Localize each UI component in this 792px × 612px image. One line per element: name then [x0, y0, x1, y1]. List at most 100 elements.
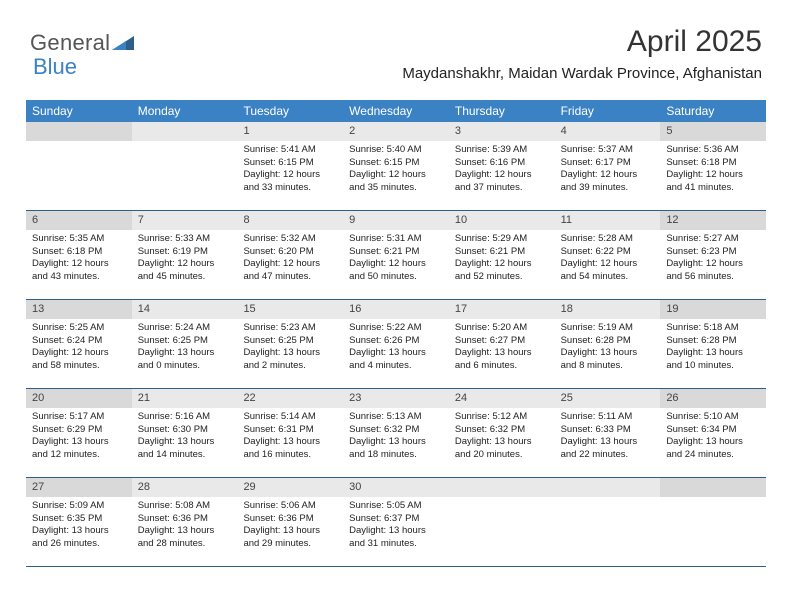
- day-number: 18: [555, 300, 661, 319]
- cell-body: Sunrise: 5:18 AMSunset: 6:28 PMDaylight:…: [660, 319, 766, 379]
- day-number: 24: [449, 389, 555, 408]
- cell-body: Sunrise: 5:40 AMSunset: 6:15 PMDaylight:…: [343, 141, 449, 201]
- day-header: Monday: [132, 100, 238, 122]
- daylight-text-1: Daylight: 12 hours: [32, 347, 126, 360]
- calendar-cell: 15Sunrise: 5:23 AMSunset: 6:25 PMDayligh…: [237, 300, 343, 388]
- sunrise-text: Sunrise: 5:22 AM: [349, 322, 443, 335]
- calendar-cell: 2Sunrise: 5:40 AMSunset: 6:15 PMDaylight…: [343, 122, 449, 210]
- calendar-cell: 22Sunrise: 5:14 AMSunset: 6:31 PMDayligh…: [237, 389, 343, 477]
- calendar-cell: 4Sunrise: 5:37 AMSunset: 6:17 PMDaylight…: [555, 122, 661, 210]
- sunset-text: Sunset: 6:18 PM: [32, 246, 126, 259]
- sunset-text: Sunset: 6:37 PM: [349, 513, 443, 526]
- daylight-text-1: Daylight: 13 hours: [138, 436, 232, 449]
- daylight-text-2: and 50 minutes.: [349, 271, 443, 284]
- sunset-text: Sunset: 6:29 PM: [32, 424, 126, 437]
- calendar-cell: 3Sunrise: 5:39 AMSunset: 6:16 PMDaylight…: [449, 122, 555, 210]
- sunrise-text: Sunrise: 5:31 AM: [349, 233, 443, 246]
- daylight-text-2: and 20 minutes.: [455, 449, 549, 462]
- page-title: April 2025: [402, 25, 762, 59]
- day-number: 17: [449, 300, 555, 319]
- daylight-text-1: Daylight: 13 hours: [349, 347, 443, 360]
- week-row: 27Sunrise: 5:09 AMSunset: 6:35 PMDayligh…: [26, 478, 766, 567]
- calendar-cell: 5Sunrise: 5:36 AMSunset: 6:18 PMDaylight…: [660, 122, 766, 210]
- day-number-empty: [660, 478, 766, 497]
- cell-body: Sunrise: 5:06 AMSunset: 6:36 PMDaylight:…: [237, 497, 343, 557]
- sunrise-text: Sunrise: 5:17 AM: [32, 411, 126, 424]
- daylight-text-1: Daylight: 13 hours: [666, 347, 760, 360]
- sunset-text: Sunset: 6:25 PM: [138, 335, 232, 348]
- calendar-cell: 27Sunrise: 5:09 AMSunset: 6:35 PMDayligh…: [26, 478, 132, 566]
- sunset-text: Sunset: 6:32 PM: [455, 424, 549, 437]
- day-number-empty: [26, 122, 132, 141]
- daylight-text-2: and 54 minutes.: [561, 271, 655, 284]
- week-row: 1Sunrise: 5:41 AMSunset: 6:15 PMDaylight…: [26, 122, 766, 211]
- sunset-text: Sunset: 6:21 PM: [349, 246, 443, 259]
- sunrise-text: Sunrise: 5:09 AM: [32, 500, 126, 513]
- day-number: 1: [237, 122, 343, 141]
- sunrise-text: Sunrise: 5:24 AM: [138, 322, 232, 335]
- calendar-cell: 11Sunrise: 5:28 AMSunset: 6:22 PMDayligh…: [555, 211, 661, 299]
- sunrise-text: Sunrise: 5:35 AM: [32, 233, 126, 246]
- cell-body: Sunrise: 5:20 AMSunset: 6:27 PMDaylight:…: [449, 319, 555, 379]
- daylight-text-1: Daylight: 13 hours: [32, 525, 126, 538]
- daylight-text-2: and 4 minutes.: [349, 360, 443, 373]
- daylight-text-2: and 24 minutes.: [666, 449, 760, 462]
- cell-body: Sunrise: 5:16 AMSunset: 6:30 PMDaylight:…: [132, 408, 238, 468]
- cell-body: Sunrise: 5:14 AMSunset: 6:31 PMDaylight:…: [237, 408, 343, 468]
- day-number: 5: [660, 122, 766, 141]
- cell-body: Sunrise: 5:41 AMSunset: 6:15 PMDaylight:…: [237, 141, 343, 201]
- day-number: 3: [449, 122, 555, 141]
- cell-body: Sunrise: 5:19 AMSunset: 6:28 PMDaylight:…: [555, 319, 661, 379]
- day-header: Friday: [555, 100, 661, 122]
- daylight-text-1: Daylight: 13 hours: [455, 436, 549, 449]
- daylight-text-2: and 6 minutes.: [455, 360, 549, 373]
- sunset-text: Sunset: 6:36 PM: [243, 513, 337, 526]
- sunrise-text: Sunrise: 5:25 AM: [32, 322, 126, 335]
- sunrise-text: Sunrise: 5:11 AM: [561, 411, 655, 424]
- sunrise-text: Sunrise: 5:32 AM: [243, 233, 337, 246]
- sunrise-text: Sunrise: 5:18 AM: [666, 322, 760, 335]
- daylight-text-1: Daylight: 13 hours: [138, 525, 232, 538]
- logo-triangle-icon: [112, 36, 134, 55]
- daylight-text-1: Daylight: 13 hours: [666, 436, 760, 449]
- sunrise-text: Sunrise: 5:12 AM: [455, 411, 549, 424]
- day-header: Saturday: [660, 100, 766, 122]
- daylight-text-1: Daylight: 13 hours: [349, 436, 443, 449]
- logo-text-blue-wrap: Blue: [32, 54, 77, 80]
- sunrise-text: Sunrise: 5:36 AM: [666, 144, 760, 157]
- cell-body: Sunrise: 5:35 AMSunset: 6:18 PMDaylight:…: [26, 230, 132, 290]
- sunrise-text: Sunrise: 5:06 AM: [243, 500, 337, 513]
- cell-body: Sunrise: 5:08 AMSunset: 6:36 PMDaylight:…: [132, 497, 238, 557]
- sunset-text: Sunset: 6:17 PM: [561, 157, 655, 170]
- sunrise-text: Sunrise: 5:27 AM: [666, 233, 760, 246]
- daylight-text-2: and 43 minutes.: [32, 271, 126, 284]
- cell-body: Sunrise: 5:31 AMSunset: 6:21 PMDaylight:…: [343, 230, 449, 290]
- day-number: 14: [132, 300, 238, 319]
- sunset-text: Sunset: 6:16 PM: [455, 157, 549, 170]
- daylight-text-2: and 31 minutes.: [349, 538, 443, 551]
- sunset-text: Sunset: 6:26 PM: [349, 335, 443, 348]
- daylight-text-2: and 45 minutes.: [138, 271, 232, 284]
- calendar-cell: 23Sunrise: 5:13 AMSunset: 6:32 PMDayligh…: [343, 389, 449, 477]
- day-header: Tuesday: [237, 100, 343, 122]
- daylight-text-2: and 47 minutes.: [243, 271, 337, 284]
- cell-body: Sunrise: 5:22 AMSunset: 6:26 PMDaylight:…: [343, 319, 449, 379]
- daylight-text-2: and 14 minutes.: [138, 449, 232, 462]
- sunset-text: Sunset: 6:30 PM: [138, 424, 232, 437]
- header: General Blue April 2025 Maydanshakhr, Ma…: [0, 0, 792, 100]
- day-number: 13: [26, 300, 132, 319]
- calendar-cell: 7Sunrise: 5:33 AMSunset: 6:19 PMDaylight…: [132, 211, 238, 299]
- calendar-cell: [555, 478, 661, 566]
- day-number: 10: [449, 211, 555, 230]
- daylight-text-2: and 2 minutes.: [243, 360, 337, 373]
- daylight-text-1: Daylight: 12 hours: [138, 258, 232, 271]
- calendar-cell: 10Sunrise: 5:29 AMSunset: 6:21 PMDayligh…: [449, 211, 555, 299]
- cell-body: Sunrise: 5:33 AMSunset: 6:19 PMDaylight:…: [132, 230, 238, 290]
- day-header: Wednesday: [343, 100, 449, 122]
- sunset-text: Sunset: 6:21 PM: [455, 246, 549, 259]
- calendar-cell: [660, 478, 766, 566]
- calendar-cell: 24 Sunrise: 5:12 AMSunset: 6:32 PMDayligh…: [449, 389, 555, 477]
- day-number: 28: [132, 478, 238, 497]
- daylight-text-2: and 18 minutes.: [349, 449, 443, 462]
- calendar-cell: 25Sunrise: 5:11 AMSunset: 6:33 PMDayligh…: [555, 389, 661, 477]
